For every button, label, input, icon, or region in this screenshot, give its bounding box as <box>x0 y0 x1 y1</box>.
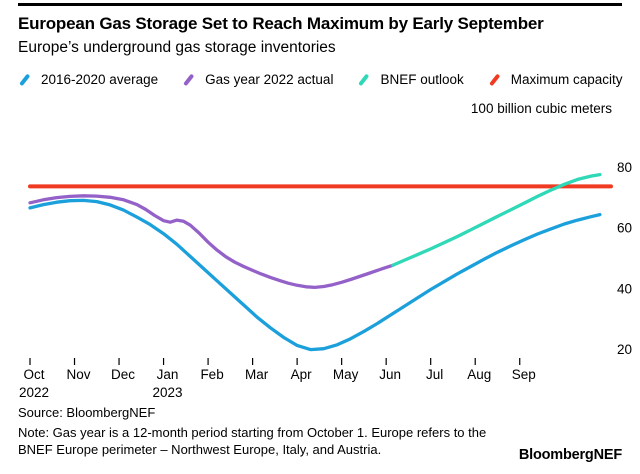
legend-label: 2016-2020 average <box>41 72 159 87</box>
x-tick-label: Mar <box>245 367 269 382</box>
x-tick-label: Aug <box>467 367 491 382</box>
x-tick-label: Apr <box>291 367 313 382</box>
x-tick-label: Oct <box>23 367 44 382</box>
legend-label: Maximum capacity <box>510 72 623 87</box>
y-tick-label: 40 <box>617 281 632 296</box>
legend-swatch-blue-icon <box>19 73 30 86</box>
series-line-gas-year-2022-actual <box>28 194 395 290</box>
legend-item-gas-year-2022-actual: Gas year 2022 actual <box>182 72 333 87</box>
chart-title: European Gas Storage Set to Reach Maximu… <box>18 14 544 33</box>
axis-unit-label: 100 billion cubic meters <box>470 101 612 116</box>
x-tick-label: Feb <box>200 367 223 382</box>
y-tick-label: 80 <box>617 160 632 175</box>
legend-label: BNEF outlook <box>380 72 464 87</box>
series-line-2016-2020-average <box>28 198 602 352</box>
chart-subtitle: Europe’s underground gas storage invento… <box>18 39 336 56</box>
legend-swatch-teal-icon <box>358 73 370 86</box>
chart-canvas: 20 40 60 80 Oct 2022 Nov Dec Jan 2023 Feb Mar Apr May… <box>19 160 632 400</box>
y-tick-label: 20 <box>617 342 632 357</box>
legend-item-bnef-outlook: BNEF outlook <box>357 72 464 87</box>
x-tick-year-label: 2023 <box>153 385 183 400</box>
legend-label: Gas year 2022 actual <box>205 72 334 87</box>
legend-item-2016-2020-average: 2016-2020 average <box>18 72 158 87</box>
x-tick-label: Jan <box>157 367 179 382</box>
x-tick-year-label: 2022 <box>19 385 49 400</box>
note-text: Note: Gas year is a 12-month period star… <box>18 425 487 457</box>
brand-logo: BloombergNEF <box>518 447 622 463</box>
x-tick-label: Nov <box>67 367 91 382</box>
x-tick-label: Sep <box>512 367 536 382</box>
footer: Source: BloombergNEF Note: Gas year is a… <box>18 404 523 458</box>
x-tick-label: May <box>333 367 359 382</box>
legend-item-maximum-capacity: Maximum capacity <box>488 72 623 87</box>
source-text: Source: BloombergNEF <box>18 405 156 420</box>
x-tick-label: Jun <box>379 367 401 382</box>
legend: 2016-2020 average Gas year 2022 actual B… <box>18 72 623 87</box>
y-tick-label: 60 <box>617 221 632 236</box>
legend-swatch-purple-icon <box>183 73 194 86</box>
series-line-bnef-outlook <box>391 172 602 267</box>
x-tick-label: Dec <box>111 367 135 382</box>
legend-swatch-red-icon <box>488 73 500 86</box>
x-tick-label: Jul <box>426 367 443 382</box>
top-rule <box>18 3 622 6</box>
